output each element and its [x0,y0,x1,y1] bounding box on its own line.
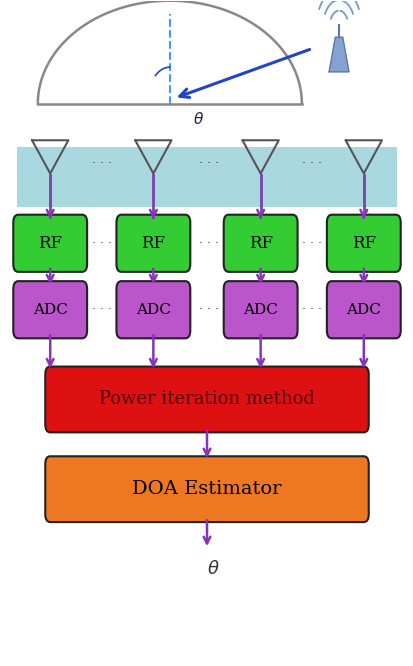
Text: · · ·: · · · [301,237,321,250]
FancyBboxPatch shape [13,281,87,338]
FancyBboxPatch shape [326,281,400,338]
Text: $\theta$: $\theta$ [192,111,203,127]
Text: · · ·: · · · [92,303,112,316]
Text: · · ·: · · · [92,157,112,170]
FancyBboxPatch shape [45,456,368,522]
Text: RF: RF [38,235,62,252]
FancyBboxPatch shape [17,147,396,206]
Polygon shape [328,37,348,72]
Text: ADC: ADC [242,303,278,317]
Text: · · ·: · · · [301,157,321,170]
Text: RF: RF [248,235,272,252]
Text: ADC: ADC [33,303,67,317]
Text: · · ·: · · · [199,303,218,316]
Text: ADC: ADC [135,303,171,317]
FancyBboxPatch shape [223,214,297,272]
Text: RF: RF [141,235,165,252]
Text: $\theta$: $\theta$ [206,560,219,578]
Text: ADC: ADC [346,303,380,317]
Text: DOA Estimator: DOA Estimator [132,480,281,498]
FancyBboxPatch shape [326,214,400,272]
Text: · · ·: · · · [199,237,218,250]
FancyBboxPatch shape [223,281,297,338]
FancyBboxPatch shape [13,214,87,272]
Text: · · ·: · · · [199,157,218,170]
FancyBboxPatch shape [116,281,190,338]
Text: · · ·: · · · [301,303,321,316]
Text: · · ·: · · · [92,237,112,250]
FancyBboxPatch shape [116,214,190,272]
Text: Power iteration method: Power iteration method [99,390,314,408]
FancyBboxPatch shape [45,366,368,432]
Text: RF: RF [351,235,375,252]
